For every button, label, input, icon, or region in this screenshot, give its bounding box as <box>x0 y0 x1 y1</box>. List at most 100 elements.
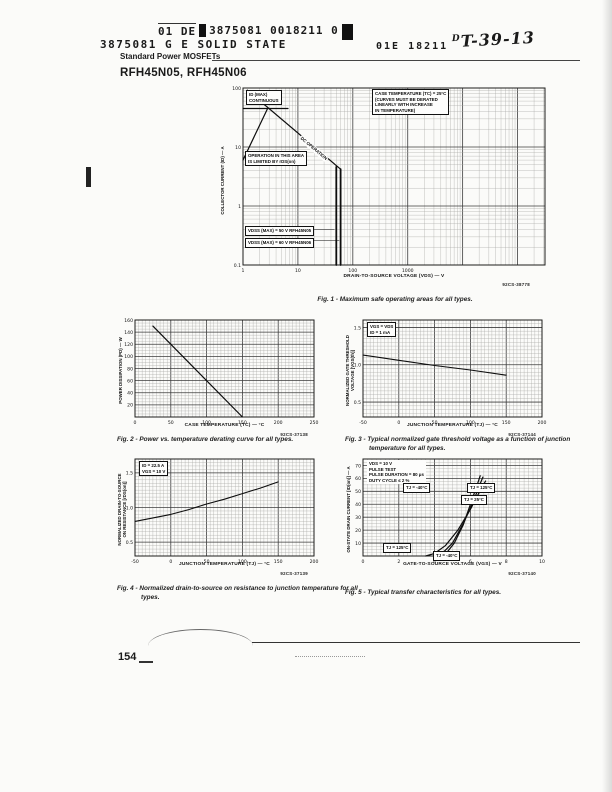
fig5-test-conditions: VDS = 10 V PULSE TEST PULSE DURATION = 8… <box>367 460 426 484</box>
svg-text:50: 50 <box>204 559 210 565</box>
svg-text:40: 40 <box>355 502 361 508</box>
fig4-test-conditions: ID = 22.5 A VGS = 10 V <box>139 461 169 476</box>
svg-text:30: 30 <box>355 515 361 521</box>
svg-text:120: 120 <box>124 342 133 348</box>
svg-text:0.5: 0.5 <box>354 400 361 406</box>
fig5-tj-minus40-bottom-label: TJ = -40°C <box>433 551 461 561</box>
fig5-x-axis-label: GATE-TO-SOURCE VOLTAGE (VGS) — V <box>403 562 502 567</box>
svg-text:100: 100 <box>232 86 241 92</box>
fig5-caption: Fig. 5 - Typical transfer characteristic… <box>345 589 502 596</box>
svg-text:10: 10 <box>295 268 301 274</box>
svg-text:160: 160 <box>124 318 133 324</box>
handwritten-text: T-39-13 <box>460 27 536 51</box>
svg-text:6: 6 <box>469 559 472 565</box>
svg-text:150: 150 <box>274 559 283 565</box>
stamp-line: 01 DE 3875081 0018211 0 <box>158 20 353 40</box>
svg-text:100: 100 <box>124 354 133 360</box>
pencil-scribble-mark <box>295 656 365 657</box>
fig3-caption: Fig. 3 - Typical normalized gate thresho… <box>345 436 571 452</box>
svg-text:-50: -50 <box>131 559 139 565</box>
fig3-threshold-chart: -50 0 50 100 150 200 0.5 1.0 1.5 NORMALIZED GATE… <box>345 317 550 439</box>
fig4-x-axis-label: JUNCTION TEMPERATURE (TJ) — °C <box>179 562 270 567</box>
fig4-rdson-chart: -50 0 50 100 150 200 0.5 1.0 1.5 NORMALIZED DRAI… <box>117 456 322 578</box>
svg-text:200: 200 <box>538 420 547 426</box>
svg-text:80: 80 <box>127 366 133 372</box>
fig5-tj-125-top-label: TJ = 125°C <box>467 483 496 493</box>
fig3-y-axis-label: NORMALIZED GATE THRESHOLD VOLTAGE [VGS(t… <box>345 335 356 406</box>
svg-text:0: 0 <box>134 420 137 426</box>
fig1-y-axis-label: COLLECTOR CURRENT (ID) — A <box>220 146 225 215</box>
fig1-idmax-label: ID (MAX) CONTINUOUS <box>246 90 282 105</box>
fig5-tj-125-bottom-label: TJ = 125°C <box>383 543 412 553</box>
handwritten-arc-mark <box>148 629 253 646</box>
svg-text:0: 0 <box>397 420 400 426</box>
fig4-figure-code: 92CS-37139 <box>280 571 308 576</box>
svg-text:1000: 1000 <box>402 268 414 274</box>
stamp-left-text: 01 DE <box>158 22 197 38</box>
svg-text:1.5: 1.5 <box>354 325 361 331</box>
svg-text:-50: -50 <box>359 420 367 426</box>
svg-text:10: 10 <box>355 541 361 547</box>
svg-text:70: 70 <box>355 463 361 469</box>
doc-code: 01E 18211 <box>376 41 449 52</box>
svg-text:0: 0 <box>169 559 172 565</box>
scan-edge-shadow <box>602 0 612 792</box>
fig1-soa-chart: 1 10 100 1000 0.1 1 10 100 COLLECTOR CURRENT (I… <box>220 85 568 291</box>
svg-text:1: 1 <box>238 204 241 210</box>
svg-text:200: 200 <box>310 559 319 565</box>
svg-text:250: 250 <box>310 420 319 426</box>
svg-text:100: 100 <box>348 268 357 274</box>
svg-text:4: 4 <box>433 559 436 565</box>
fig1-vdss50-label: VDSS (MAX) = 50 V RFH45N05 <box>245 226 315 236</box>
subtitle-rule <box>212 60 580 61</box>
svg-text:200: 200 <box>274 420 283 426</box>
svg-text:1: 1 <box>242 268 245 274</box>
svg-text:150: 150 <box>502 420 511 426</box>
svg-text:10: 10 <box>235 145 241 151</box>
fig3-figure-code: 92CS-37144 <box>508 432 536 437</box>
fig1-figure-code: 92CS-38778 <box>502 282 530 287</box>
page-number: 154 <box>118 651 137 663</box>
svg-text:1.0: 1.0 <box>126 505 133 511</box>
fig1-rdson-area-note: OPERATION IN THIS AREA IS LIMITED BY rDS… <box>245 151 308 166</box>
svg-text:60: 60 <box>355 476 361 482</box>
fig1-caption: Fig. 1 - Maximum safe operating areas fo… <box>317 296 473 303</box>
svg-text:10: 10 <box>539 559 545 565</box>
vendor-line: 3875081 G E SOLID STATE <box>100 38 287 51</box>
fig2-y-axis-label: POWER DISSIPATION (PD) — W <box>118 337 123 404</box>
subtitle: Standard Power MOSFETs <box>120 52 221 61</box>
fig5-figure-code: 92CS-37140 <box>508 571 536 576</box>
handwritten-code: DT-39-13 <box>452 28 536 51</box>
svg-text:2: 2 <box>397 559 400 565</box>
svg-text:150: 150 <box>238 420 247 426</box>
svg-text:20: 20 <box>127 403 133 409</box>
fig2-plot-area: 0 50 100 150 200 250 20 40 60 80 100 120 140 160 <box>117 317 322 431</box>
stamp-mark <box>199 23 207 37</box>
fig4-caption: Fig. 4 - Normalized drain-to-source on r… <box>117 585 358 601</box>
page-number-dash <box>139 661 153 663</box>
fig5-tj-minus40-top-label: TJ = -40°C <box>403 483 431 493</box>
fig5-tj-25-label: TJ = 25°C <box>461 495 487 505</box>
svg-text:60: 60 <box>127 378 133 384</box>
fig2-derating-chart: 0 50 100 150 200 250 20 40 60 80 100 120 140 160 POWE… <box>117 317 322 439</box>
fig2-caption: Fig. 2 - Power vs. temperature derating … <box>117 436 294 443</box>
fig4-y-axis-label: NORMALIZED DRAIN-TO-SOURCE ON RESISTANCE… <box>117 473 128 546</box>
fig2-figure-code: 92CS-37138 <box>280 432 308 437</box>
svg-text:40: 40 <box>127 391 133 397</box>
fig5-transfer-chart: 0 2 4 6 8 10 10 20 30 40 50 60 70 ON-STATE DRAIN CUR… <box>345 456 550 582</box>
stamp-right-text: 3875081 0018211 0 <box>209 23 339 37</box>
svg-text:100: 100 <box>466 420 475 426</box>
part-numbers-title: RFH45N05, RFH45N06 <box>120 67 247 79</box>
footer-rule <box>252 642 580 643</box>
svg-text:20: 20 <box>355 528 361 534</box>
stamp-mark <box>341 24 353 40</box>
svg-text:50: 50 <box>168 420 174 426</box>
svg-text:100: 100 <box>238 559 247 565</box>
fig5-y-axis-label: ON-STATE DRAIN CURRENT [ID(on)] — A <box>346 466 351 553</box>
svg-text:50: 50 <box>355 489 361 495</box>
svg-text:1.5: 1.5 <box>126 471 133 477</box>
svg-text:100: 100 <box>202 420 211 426</box>
svg-text:0.5: 0.5 <box>126 540 133 546</box>
svg-text:0.1: 0.1 <box>234 263 241 269</box>
